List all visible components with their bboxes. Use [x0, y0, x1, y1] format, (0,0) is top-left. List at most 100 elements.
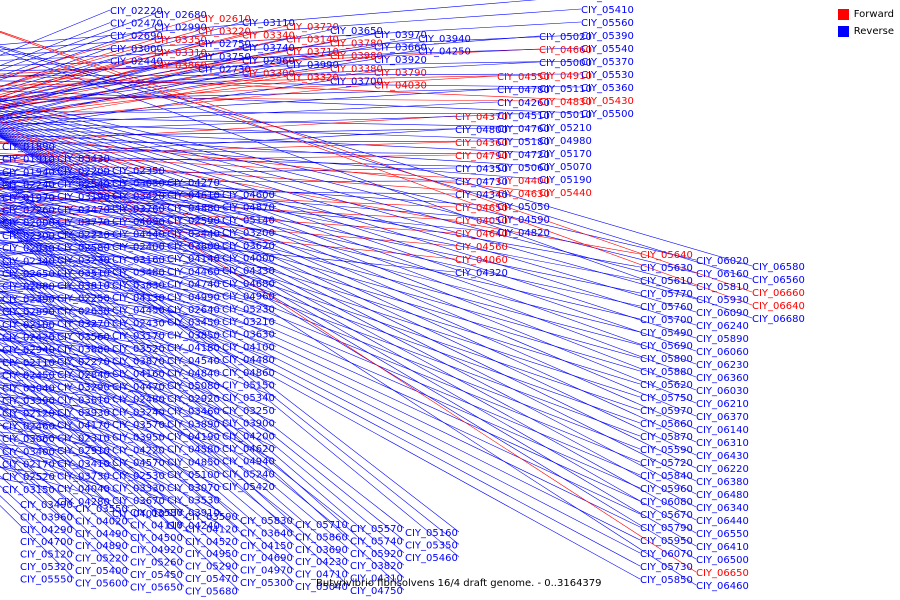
gene-label: CIY_04260	[497, 98, 550, 109]
gene-label: CIY_04280	[57, 497, 110, 508]
gene-label: CIY_04750	[350, 586, 403, 597]
leader-line	[0, 262, 350, 574]
gene-label: CIY_05750	[640, 393, 693, 404]
gene-label: CIY_02000	[2, 218, 55, 229]
leader-line	[0, 339, 167, 374]
gene-label: CIY_02940	[2, 345, 55, 356]
leader-line	[0, 133, 697, 521]
gene-label: CIY_04860	[222, 368, 275, 379]
gene-label: CIY_04000	[222, 254, 275, 265]
leader-line	[0, 159, 498, 194]
gene-label: CIY_03340	[242, 31, 295, 42]
gene-labels: CIY_02220CIY_02470CIY_02690CIY_03000CIY_…	[2, 0, 805, 597]
gene-label: CIY_05020	[539, 32, 592, 43]
gene-label: CIY_03440	[167, 229, 220, 240]
leader-line	[0, 251, 167, 260]
gene-label: CIY_05640	[640, 250, 693, 261]
gene-label: CIY_04360	[455, 138, 508, 149]
gene-label: CIY_04400	[497, 176, 550, 187]
leader-line	[0, 179, 277, 220]
gene-label: CIY_04090	[112, 217, 165, 228]
gene-label: CIY_02230	[57, 230, 110, 241]
leader-line	[0, 350, 222, 437]
gene-label: CIY_03350	[154, 35, 207, 46]
gene-label: CIY_04730	[455, 177, 508, 188]
gene-label: CIY_01940	[2, 167, 55, 178]
leader-line	[0, 105, 697, 300]
leader-line	[0, 348, 167, 387]
gene-label: CIY_06360	[696, 373, 749, 384]
leader-line	[0, 74, 540, 86]
gene-label: CIY_03740	[242, 43, 295, 54]
gene-label: CIY_03590	[185, 512, 238, 523]
leader-line	[0, 447, 130, 571]
leader-lines	[0, 0, 753, 591]
leader-line	[0, 342, 222, 424]
leader-line	[0, 300, 167, 323]
leader-line	[0, 253, 350, 537]
gene-label: CIY_03110	[242, 18, 295, 29]
gene-label: CIY_04840	[167, 369, 220, 380]
leader-line	[0, 170, 641, 320]
leader-line	[0, 47, 582, 66]
leader-line	[0, 188, 456, 208]
gene-label: CIY_04490	[75, 529, 128, 540]
gene-label: CIY_04120	[185, 524, 238, 535]
gene-label: CIY_03270	[57, 319, 110, 330]
leader-line	[0, 58, 375, 116]
gene-label: CIY_03510	[57, 268, 110, 279]
leader-line	[0, 256, 222, 297]
gene-label: CIY_05210	[539, 123, 592, 134]
gene-label: CIY_03640	[240, 528, 293, 539]
gene-label: CIY_03610	[57, 395, 110, 406]
gene-label: CIY_02310	[57, 433, 110, 444]
gene-label: CIY_01910	[2, 155, 55, 166]
gene-label: CIY_04630	[497, 189, 550, 200]
leader-line	[0, 188, 456, 195]
gene-label: CIY_03960	[20, 512, 73, 523]
gene-label: CIY_05770	[640, 289, 693, 300]
leader-line	[0, 167, 456, 177]
gene-label: CIY_06650	[696, 568, 749, 579]
gene-label: CIY_06140	[696, 425, 749, 436]
gene-label: CIY_04720	[497, 150, 550, 161]
gene-label: CIY_03920	[374, 55, 427, 66]
gene-label: CIY_03430	[57, 154, 110, 165]
gene-label: CIY_03690	[295, 545, 348, 556]
leader-line	[0, 439, 130, 558]
gene-label: CIY_05320	[20, 562, 73, 573]
leader-line	[0, 131, 697, 482]
leader-line	[0, 134, 540, 193]
gene-label: CIY_02520	[2, 472, 55, 483]
gene-label: CIY_05180	[497, 137, 550, 148]
gene-label: CIY_03970	[374, 30, 427, 41]
leader-line	[0, 184, 498, 233]
gene-label: CIY_03330	[112, 484, 165, 495]
leader-line	[0, 348, 240, 566]
leader-line	[0, 308, 222, 373]
gene-label: CIY_06440	[696, 516, 749, 527]
leader-line	[0, 136, 697, 586]
gene-label: CIY_05630	[640, 263, 693, 274]
leader-line	[0, 194, 277, 246]
leader-line	[0, 37, 419, 103]
gene-label: CIY_04540	[167, 356, 220, 367]
leader-line	[0, 125, 697, 430]
gene-label: CIY_03760	[112, 204, 165, 215]
leader-line	[0, 213, 222, 234]
leader-line	[0, 50, 287, 108]
gene-label: CIY_05810	[696, 282, 749, 293]
gene-label: CIY_05190	[539, 175, 592, 186]
leader-line	[0, 87, 540, 101]
gene-label: CIY_03620	[222, 241, 275, 252]
gene-label: CIY_05690	[640, 341, 693, 352]
gene-label: CIY_01970	[2, 193, 55, 204]
gene-label: CIY_04330	[222, 266, 275, 277]
gene-label: CIY_03230	[57, 256, 110, 267]
gene-label: CIY_02080	[2, 282, 55, 293]
gene-label: CIY_02350	[112, 166, 165, 177]
gene-label: CIY_05070	[539, 162, 592, 173]
gene-label: CIY_04740	[167, 280, 220, 291]
leader-line	[0, 332, 240, 529]
gene-label: CIY_03400	[2, 447, 55, 458]
